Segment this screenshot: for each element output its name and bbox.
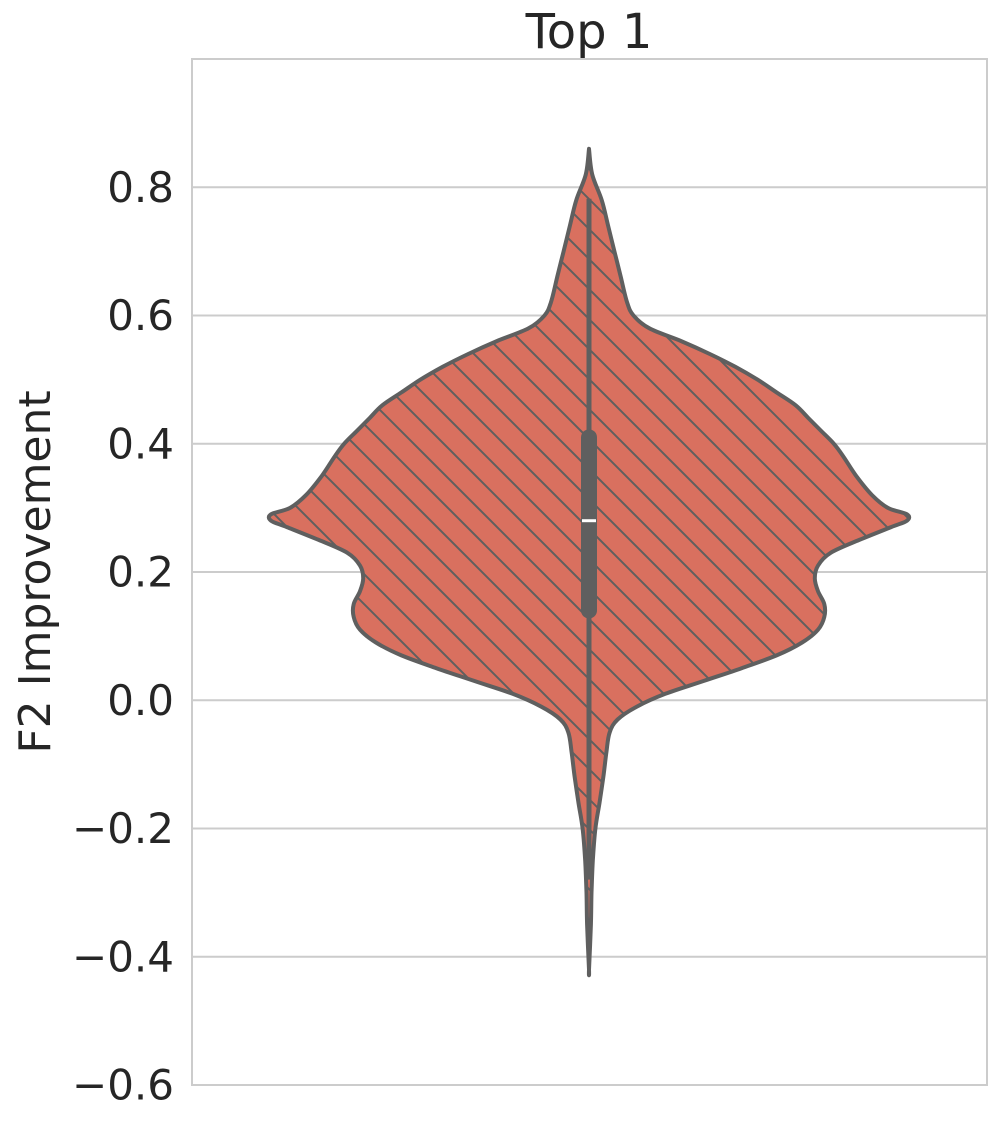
chart-title: Top 1	[525, 4, 653, 60]
y-tick-label: 0.6	[107, 291, 174, 340]
y-axis-label: F2 Improvement	[10, 390, 61, 753]
y-tick-label: 0.4	[107, 419, 174, 468]
y-tick-label: 0.2	[107, 548, 174, 597]
y-tick-label: 0.0	[107, 676, 174, 725]
hatch-line	[990, 0, 1002, 1126]
y-tick-label: −0.6	[72, 1061, 174, 1110]
y-tick-label: 0.8	[107, 163, 174, 212]
y-tick-label: −0.4	[72, 932, 174, 981]
y-tick-label: −0.2	[72, 804, 174, 853]
y-tick-labels: −0.6 −0.4 −0.2 0.0 0.2 0.4 0.6 0.8	[72, 163, 174, 1110]
